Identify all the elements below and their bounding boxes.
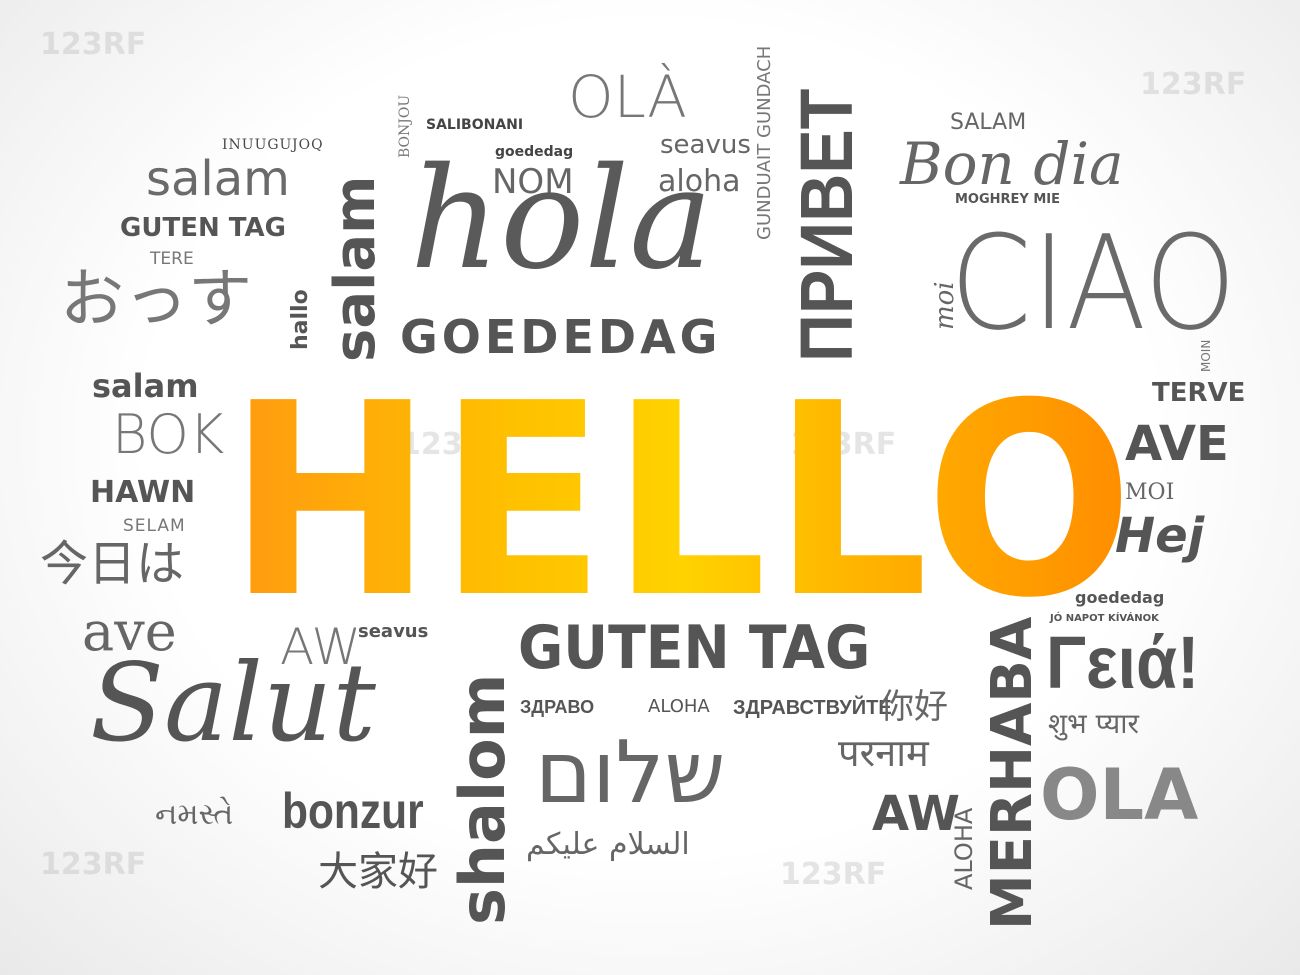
watermark-logo: 123RF [400,430,506,460]
word-goededag-small: goededag [495,144,574,160]
word-hej: Hej [1115,508,1205,564]
word-moi: MOI [1125,480,1175,505]
word-guten-tag: GUTEN TAG [120,213,286,243]
word-ave-caps: AVE [1125,416,1229,472]
word-moghrey-mie: MOGHREY MIE [955,192,1061,207]
word-salam-vertical: salam [323,175,388,362]
word-bonzur: bonzur [282,783,424,839]
word-zdravo: ЗДРАВО [520,697,595,717]
word-tere: TERE [150,249,194,269]
word-merhaba: MERHABA [980,616,1045,930]
word-privet: ПРИВЕТ [785,88,868,362]
word-goededag-large: GOEDEDAG [400,310,722,364]
word-aw-left: AW [280,618,361,676]
word-aw-bold: AW [872,786,960,842]
word-salaam-arabic: السلام عليكم [526,827,690,862]
word-dajiahao: 大家好 [318,849,438,895]
watermark-logo: 123RF [1140,67,1247,102]
word-bok: BOK [112,403,225,466]
watermark-logo: 123RF [780,857,887,892]
word-inuugujoq: INUUGUJOQ [222,137,324,153]
word-ciao: CIAO [950,207,1237,359]
word-paranam: परनाम [838,731,929,775]
watermark-logo: 123RF [40,27,147,62]
word-shalom-vertical: shalom [446,673,519,925]
word-hallo: hallo [288,289,313,350]
word-moin: MOIN [1199,339,1213,372]
word-aloha-vertical: ALOHA [950,807,978,890]
word-ola: OLA [1040,754,1199,836]
watermark-logo: 123RF [790,430,896,460]
hello-hero-text: HELLO [228,346,1139,656]
word-salam-left: salam [92,367,199,405]
word-salam: salam [146,151,290,207]
word-aloha-caps: ALOHA [648,696,710,717]
word-aloha-top: aloha [658,164,741,199]
watermark-logo: 123RF [40,847,147,882]
word-ola-accent: OLÀ [568,63,687,131]
word-selam: SELAM [123,516,186,536]
word-goededag-right: goededag [1075,588,1165,607]
word-gunduait: GUNDUAIT [754,143,775,240]
word-gundach: GUNDACH [754,45,775,138]
word-nihao: 你好 [880,687,948,727]
word-terve: TERVE [1152,378,1246,408]
word-seavus-top: seavus [660,130,751,160]
word-guten-tag-large: GUTEN TAG [518,613,871,683]
word-jo-napot: JÓ NAPOT KÍVÁNOK [1050,613,1159,624]
word-konnichiwa: 今日は [40,536,185,592]
word-salut: Salut [90,641,376,766]
word-seavus-bold: seavus [358,621,429,642]
word-shubh-pyar: शुभ प्यार [1048,707,1139,740]
word-ossu: おっす [60,263,252,337]
word-salam-caps: SALAM [950,110,1027,135]
word-zdravstvuite: ЗДРАВСТВУЙТЕ [733,697,892,719]
word-hola: hola [410,138,713,301]
word-nom: NOM [492,162,574,202]
word-ave: ave [82,600,177,663]
word-salibonani: SALIBONANI [426,117,524,133]
word-hawn: HAWN [90,475,196,510]
word-shalom-hebrew: שלום [535,723,726,823]
word-bon-dia: Bon dia [900,130,1124,198]
word-namaste-gujarati: નમસ્તે [155,797,234,832]
word-geia: Γειά! [1046,621,1200,704]
